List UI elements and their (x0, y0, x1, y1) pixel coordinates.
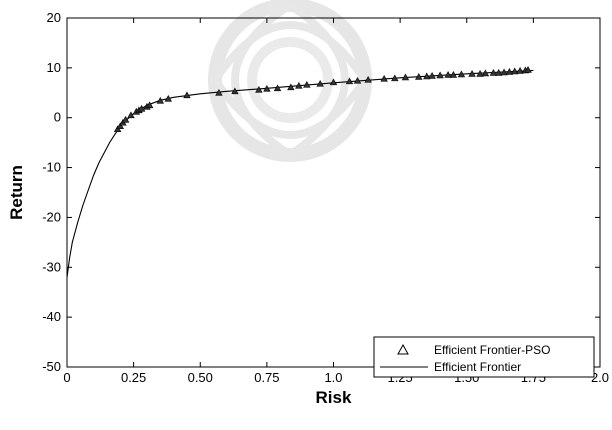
y-tick-label: -50 (42, 359, 61, 374)
pso-point (127, 111, 135, 119)
pso-point (423, 72, 431, 80)
pso-point (489, 69, 498, 76)
y-tick-label: 20 (47, 10, 61, 25)
pso-point (481, 69, 490, 77)
pso-point (428, 72, 436, 79)
y-tick-label: -10 (42, 160, 61, 175)
legend-box (373, 336, 595, 378)
y-tick-label: -40 (42, 309, 61, 324)
pso-point (215, 88, 223, 96)
pso-point (353, 77, 362, 84)
watermark (208, 0, 372, 162)
efficient-frontier-line (66, 69, 534, 278)
legend-label-frontier: Efficient Frontier (434, 360, 521, 374)
y-tick-label: -30 (42, 259, 61, 274)
pso-point (495, 69, 503, 76)
legend: Efficient Frontier-PSO Efficient Frontie… (373, 336, 595, 378)
y-tick-label: 10 (47, 60, 61, 75)
pso-point (303, 80, 311, 88)
pso-point (380, 75, 388, 82)
pso-point (345, 77, 354, 85)
series-efficient-frontier (66, 69, 534, 278)
pso-point (116, 122, 125, 130)
pso-point (476, 70, 484, 77)
pso-point (156, 96, 164, 104)
pso-point (415, 73, 423, 80)
pso-point (457, 70, 466, 78)
pso-point (391, 74, 399, 82)
pso-point (145, 101, 154, 109)
pso-point (505, 68, 514, 75)
x-tick-label: 0.50 (188, 370, 213, 385)
pso-point (449, 71, 458, 78)
y-tick-label: 0 (54, 110, 61, 125)
legend-triangle-marker-icon (397, 343, 409, 355)
x-tick-label: 2.0 (591, 370, 609, 385)
pso-point (316, 79, 324, 87)
pso-point (121, 115, 130, 123)
pso-point (401, 73, 410, 81)
x-tick-label: 0.75 (254, 370, 279, 385)
pso-point (273, 84, 282, 92)
legend-label-pso: Efficient Frontier-PSO (434, 343, 550, 357)
pso-point (500, 68, 508, 76)
pso-point (511, 67, 519, 75)
pso-point (164, 94, 172, 102)
pso-point (364, 76, 372, 83)
pso-point (329, 78, 338, 86)
pso-point (436, 71, 444, 79)
x-axis-label: Risk (316, 388, 352, 407)
y-axis-label: Return (7, 165, 26, 220)
x-tick-label: 0 (63, 370, 70, 385)
pso-point (263, 84, 271, 92)
pso-point (468, 70, 476, 77)
y-tick-label: -20 (42, 209, 61, 224)
pso-point (444, 71, 452, 78)
pso-point (295, 81, 303, 89)
pso-point (255, 85, 263, 93)
pso-point (183, 91, 191, 99)
pso-point (524, 66, 532, 73)
x-tick-label: 1.0 (324, 370, 342, 385)
y-axis-ticks: 20 10 0 -10 -20 -30 -40 -50 (42, 10, 600, 374)
pso-point (516, 67, 524, 74)
x-tick-label: 0.25 (121, 370, 146, 385)
pso-point (231, 87, 239, 95)
series-efficient-frontier-pso (113, 66, 532, 133)
pso-point (287, 83, 295, 91)
pso-point (137, 104, 146, 112)
